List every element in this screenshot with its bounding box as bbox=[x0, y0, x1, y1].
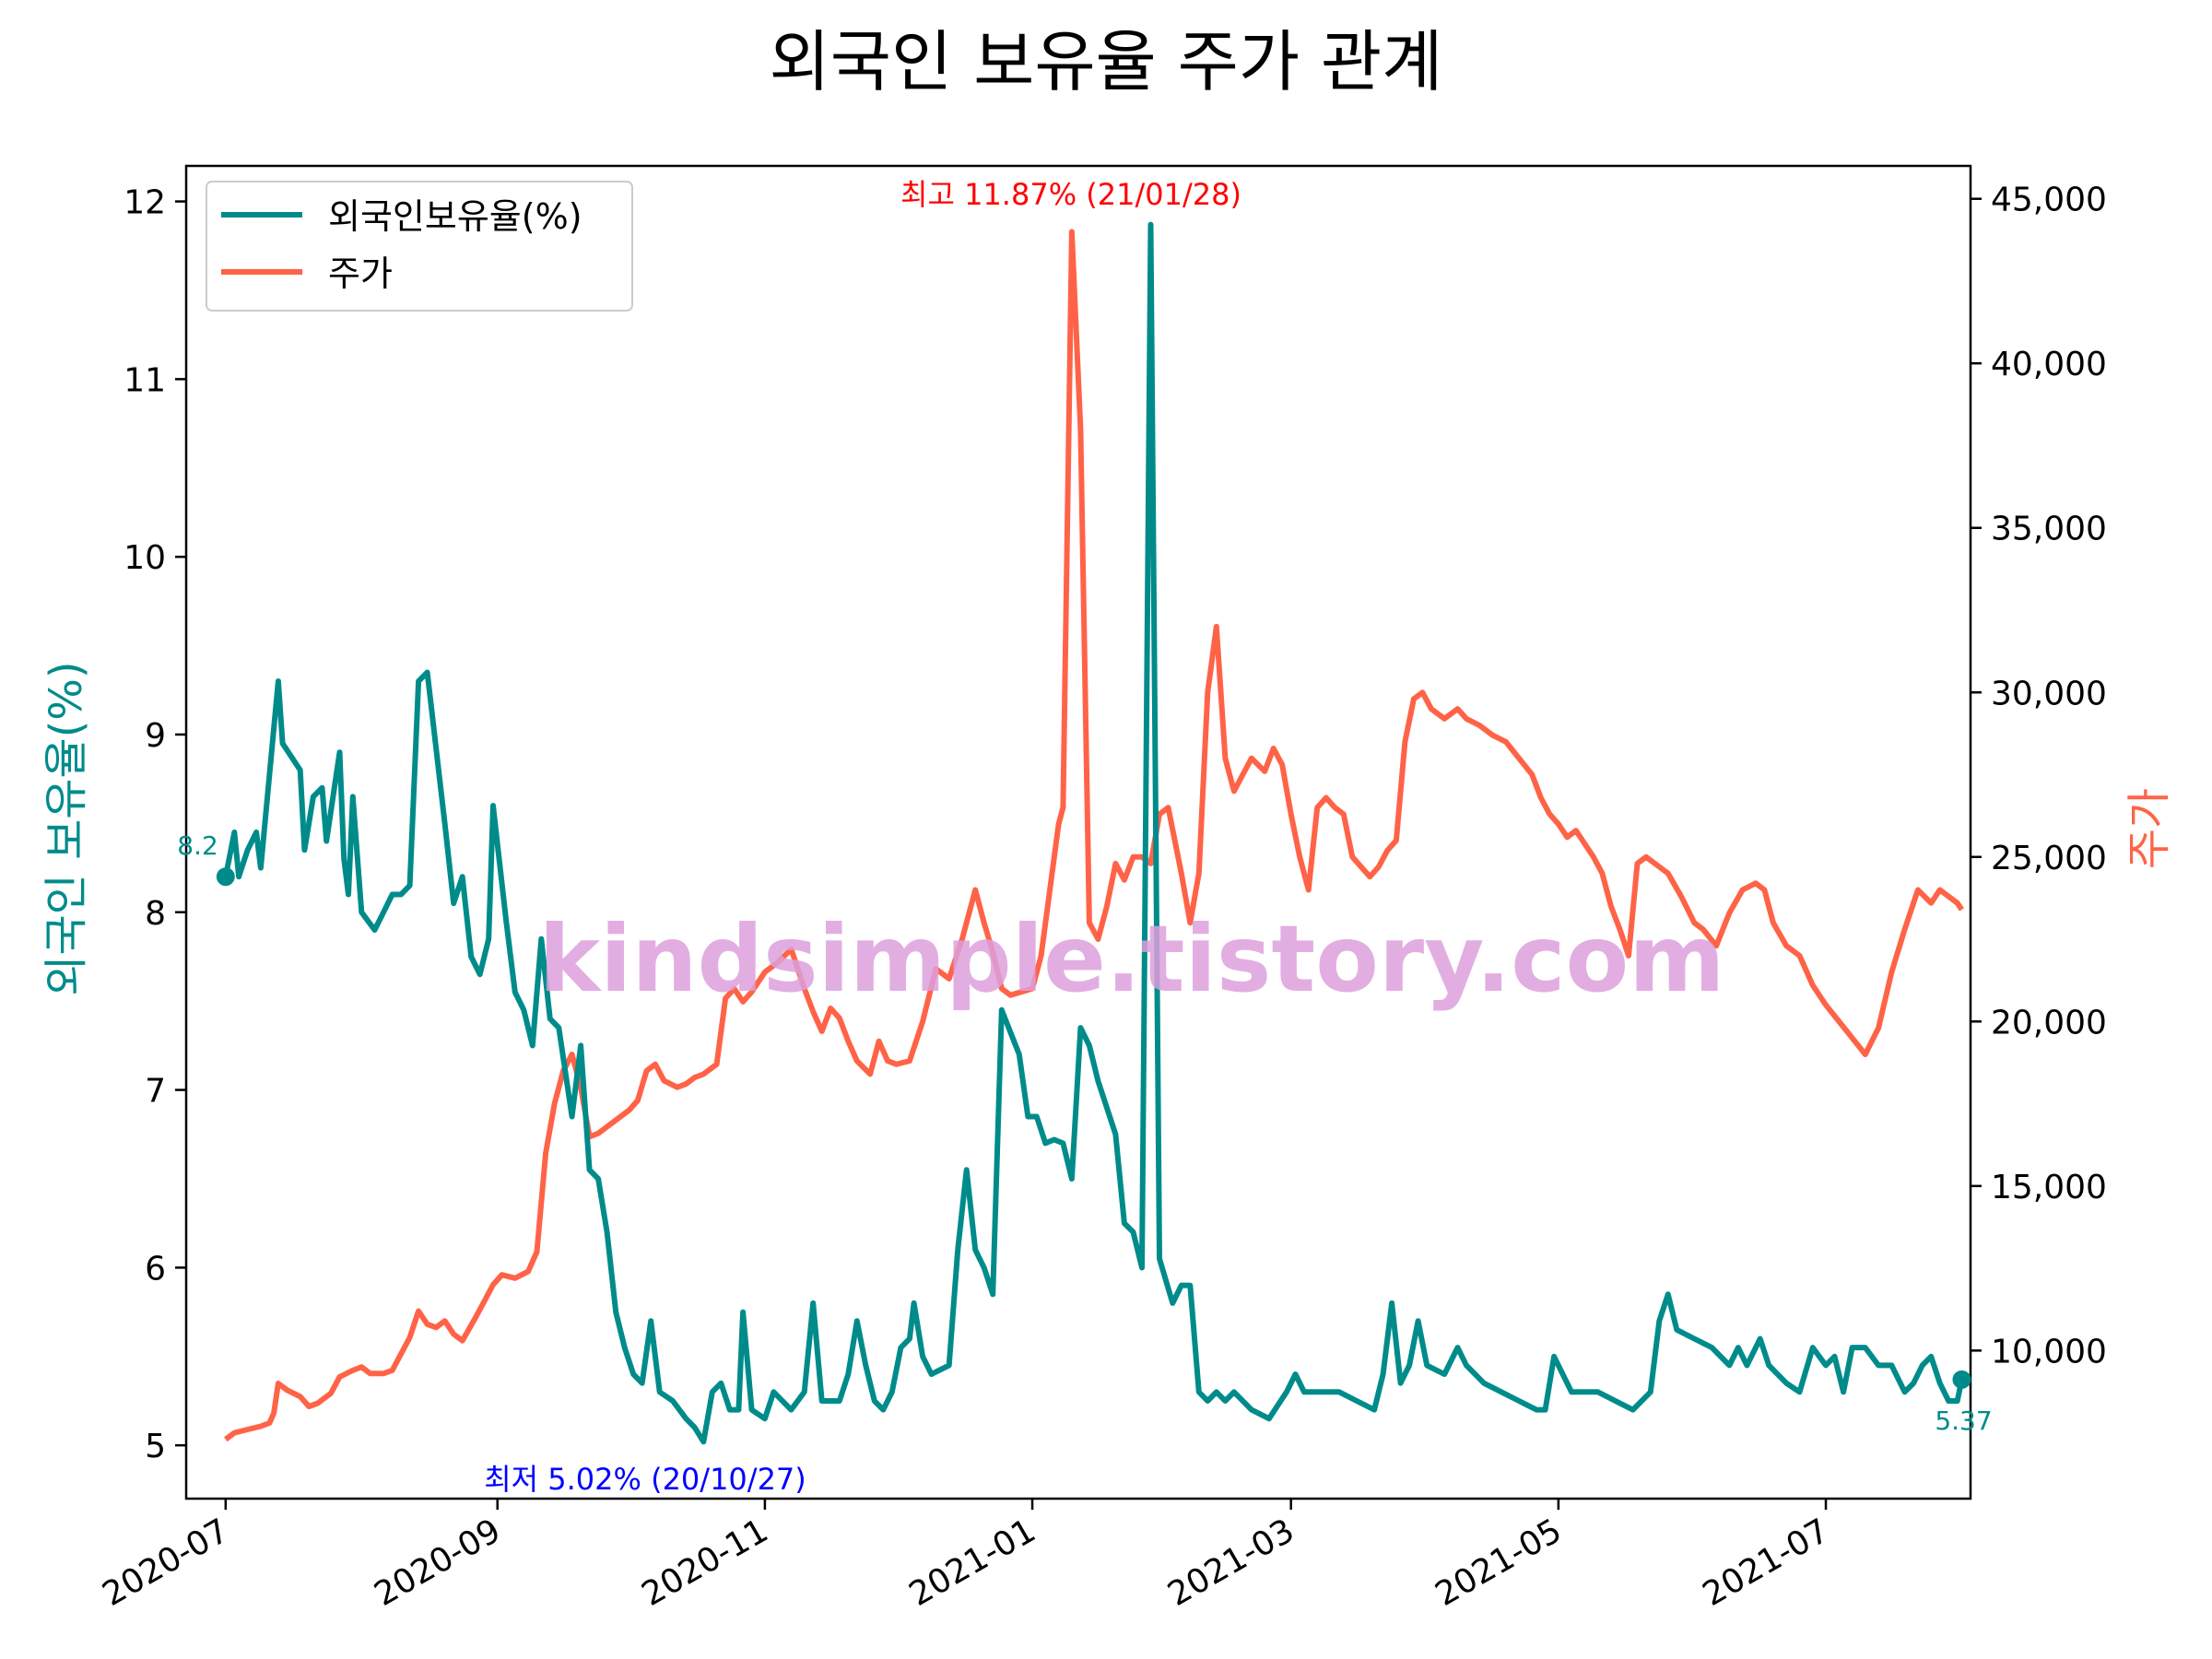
y2-tick-label: 10,000 bbox=[1991, 1333, 2107, 1371]
plot-frame bbox=[184, 164, 1972, 1500]
y2-axis-label: 주가 bbox=[2124, 788, 2175, 869]
watermark-text: kindsimple.tistory.com bbox=[539, 905, 1725, 1013]
legend: 외국인보유율(%) 주가 bbox=[206, 181, 633, 312]
y-axis-label: 외국인 보유율(%) bbox=[41, 661, 92, 995]
y2-tick-label: 15,000 bbox=[1991, 1169, 2107, 1206]
y2-tick-label: 30,000 bbox=[1991, 675, 2107, 712]
y-tick-label: 5 bbox=[145, 1428, 166, 1465]
y-tick-label: 11 bbox=[124, 361, 166, 399]
axes: 5 6 7 8 9 10 11 12 10,000 15,000 20,000 25,000 30,00… bbox=[97, 164, 2107, 1614]
start-point-marker bbox=[216, 867, 235, 887]
legend-frame bbox=[206, 181, 633, 312]
y-tick-label: 7 bbox=[145, 1073, 166, 1111]
y-tick-label: 10 bbox=[124, 539, 166, 577]
price-line bbox=[224, 229, 1964, 1442]
y-tick-label: 6 bbox=[145, 1250, 166, 1288]
y-tick-label: 12 bbox=[124, 184, 166, 222]
y-tick-label: 9 bbox=[145, 717, 166, 755]
annotations: 8.2 5.37 최고 11.87% (21/01/28) 최저 5.02% (20/… bbox=[177, 177, 1992, 1497]
y-tick-label: 8 bbox=[145, 895, 166, 933]
legend-label-ratio: 외국인보유율(%) bbox=[328, 196, 582, 237]
min-annotation: 최저 5.02% (20/10/27) bbox=[484, 1462, 806, 1497]
series-lines bbox=[222, 221, 1965, 1445]
max-annotation: 최고 11.87% (21/01/28) bbox=[900, 177, 1241, 212]
end-value-label: 5.37 bbox=[1935, 1406, 1992, 1436]
y2-tick-label: 20,000 bbox=[1991, 1004, 2107, 1041]
y2-tick-label: 35,000 bbox=[1991, 511, 2107, 548]
y2-tick-label: 40,000 bbox=[1991, 346, 2107, 383]
start-value-label: 8.2 bbox=[177, 830, 218, 861]
y2-tick-label: 45,000 bbox=[1991, 182, 2107, 219]
y2-tick-label: 25,000 bbox=[1991, 840, 2107, 877]
chart-title: 외국인 보유율 주가 관계 bbox=[769, 23, 1442, 100]
legend-label-price: 주가 bbox=[328, 253, 393, 294]
end-point-marker bbox=[1952, 1370, 1971, 1389]
foreign-ratio-line bbox=[222, 221, 1965, 1445]
